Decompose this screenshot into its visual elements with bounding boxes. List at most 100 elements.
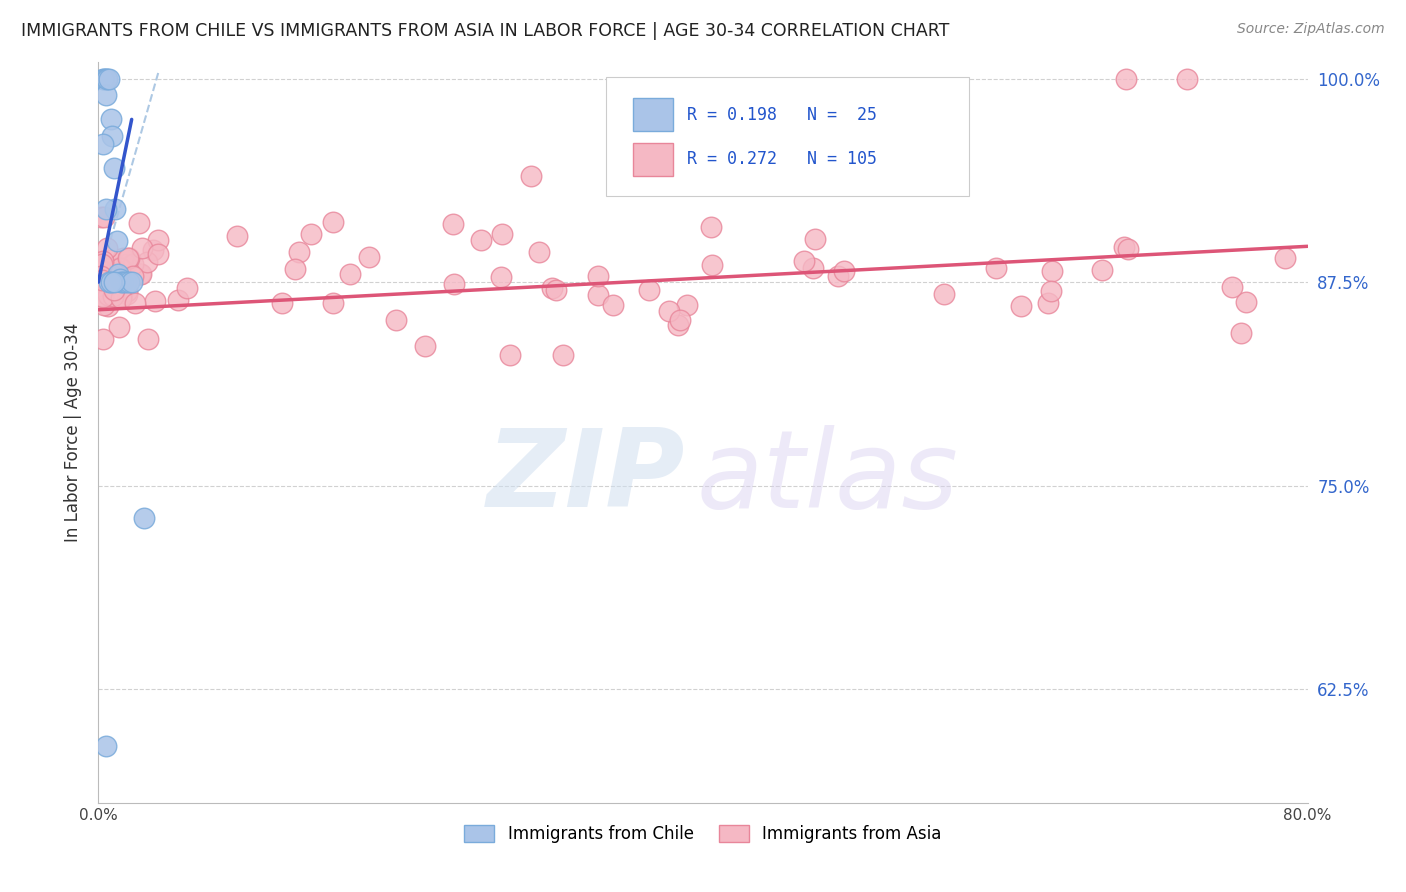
Point <box>284 261 307 276</box>
Point <box>544 283 567 297</box>
Point <box>491 227 513 242</box>
Point <box>491 270 513 285</box>
Text: R = 0.198   N =  25: R = 0.198 N = 25 <box>688 106 877 124</box>
Point <box>1042 264 1064 278</box>
Point <box>1115 71 1137 86</box>
Point <box>676 298 699 312</box>
Point <box>553 348 575 362</box>
Point <box>176 280 198 294</box>
Point <box>93 298 115 312</box>
Point <box>101 128 124 143</box>
Point <box>131 241 153 255</box>
Point <box>527 245 550 260</box>
Point <box>91 253 114 268</box>
Point <box>104 202 127 216</box>
Point <box>1116 242 1139 256</box>
Point <box>129 268 152 282</box>
Point <box>90 263 112 277</box>
Point <box>145 294 167 309</box>
Point <box>136 332 159 346</box>
Point <box>586 268 609 283</box>
Point <box>135 255 157 269</box>
Point <box>540 281 562 295</box>
Point <box>441 217 464 231</box>
Point <box>121 275 143 289</box>
Point <box>96 241 118 255</box>
Point <box>100 112 122 127</box>
Point <box>118 252 141 266</box>
Point <box>90 264 112 278</box>
Point <box>107 267 129 281</box>
Point <box>98 71 121 86</box>
Bar <box>633 143 673 176</box>
Point <box>121 257 143 271</box>
Point <box>1175 71 1198 86</box>
Point <box>1091 262 1114 277</box>
Point <box>110 275 132 289</box>
Point <box>271 295 294 310</box>
Point <box>801 261 824 276</box>
Bar <box>633 98 673 131</box>
FancyBboxPatch shape <box>606 78 969 195</box>
Point <box>105 235 128 249</box>
Point <box>1274 251 1296 265</box>
Point <box>443 277 465 292</box>
Point <box>90 257 112 271</box>
Point <box>100 275 122 289</box>
Point <box>117 287 139 301</box>
Point <box>110 291 132 305</box>
Point <box>103 275 125 289</box>
Point <box>103 161 125 176</box>
Point <box>827 268 849 283</box>
Point <box>108 320 131 334</box>
Point <box>105 285 128 299</box>
Point <box>112 251 135 265</box>
Point <box>669 313 692 327</box>
Point <box>385 313 408 327</box>
Point <box>101 289 124 303</box>
Text: IMMIGRANTS FROM CHILE VS IMMIGRANTS FROM ASIA IN LABOR FORCE | AGE 30-34 CORRELA: IMMIGRANTS FROM CHILE VS IMMIGRANTS FROM… <box>21 22 949 40</box>
Point <box>100 253 122 268</box>
Point <box>226 228 249 243</box>
Point <box>413 339 436 353</box>
Point <box>96 71 118 86</box>
Point <box>984 261 1007 276</box>
Point <box>93 71 115 86</box>
Point <box>146 233 169 247</box>
Point <box>94 87 117 102</box>
Point <box>110 289 132 303</box>
Point <box>115 285 138 299</box>
Point <box>103 284 125 298</box>
Point <box>111 275 134 289</box>
Point <box>110 260 132 274</box>
Point <box>1222 279 1244 293</box>
Point <box>94 202 117 216</box>
Point <box>470 234 492 248</box>
Point <box>793 254 815 268</box>
Point <box>586 288 609 302</box>
Point <box>94 739 117 753</box>
Point <box>322 295 344 310</box>
Point <box>108 272 131 286</box>
Point <box>129 267 152 281</box>
Point <box>1010 299 1032 313</box>
Text: ZIP: ZIP <box>486 424 685 530</box>
Point <box>638 283 661 297</box>
Point <box>287 245 309 260</box>
Point <box>132 511 155 525</box>
Point <box>1039 284 1062 298</box>
Point <box>1114 240 1136 254</box>
Point <box>91 136 114 151</box>
Point <box>98 275 121 289</box>
Point <box>91 273 114 287</box>
Point <box>90 289 112 303</box>
Point <box>90 270 112 285</box>
Point <box>97 268 120 283</box>
Y-axis label: In Labor Force | Age 30-34: In Labor Force | Age 30-34 <box>65 323 83 542</box>
Point <box>142 243 165 257</box>
Point <box>117 251 139 265</box>
Text: R = 0.272   N = 105: R = 0.272 N = 105 <box>688 150 877 169</box>
Point <box>666 318 689 332</box>
Point <box>93 210 115 224</box>
Point <box>90 210 112 224</box>
